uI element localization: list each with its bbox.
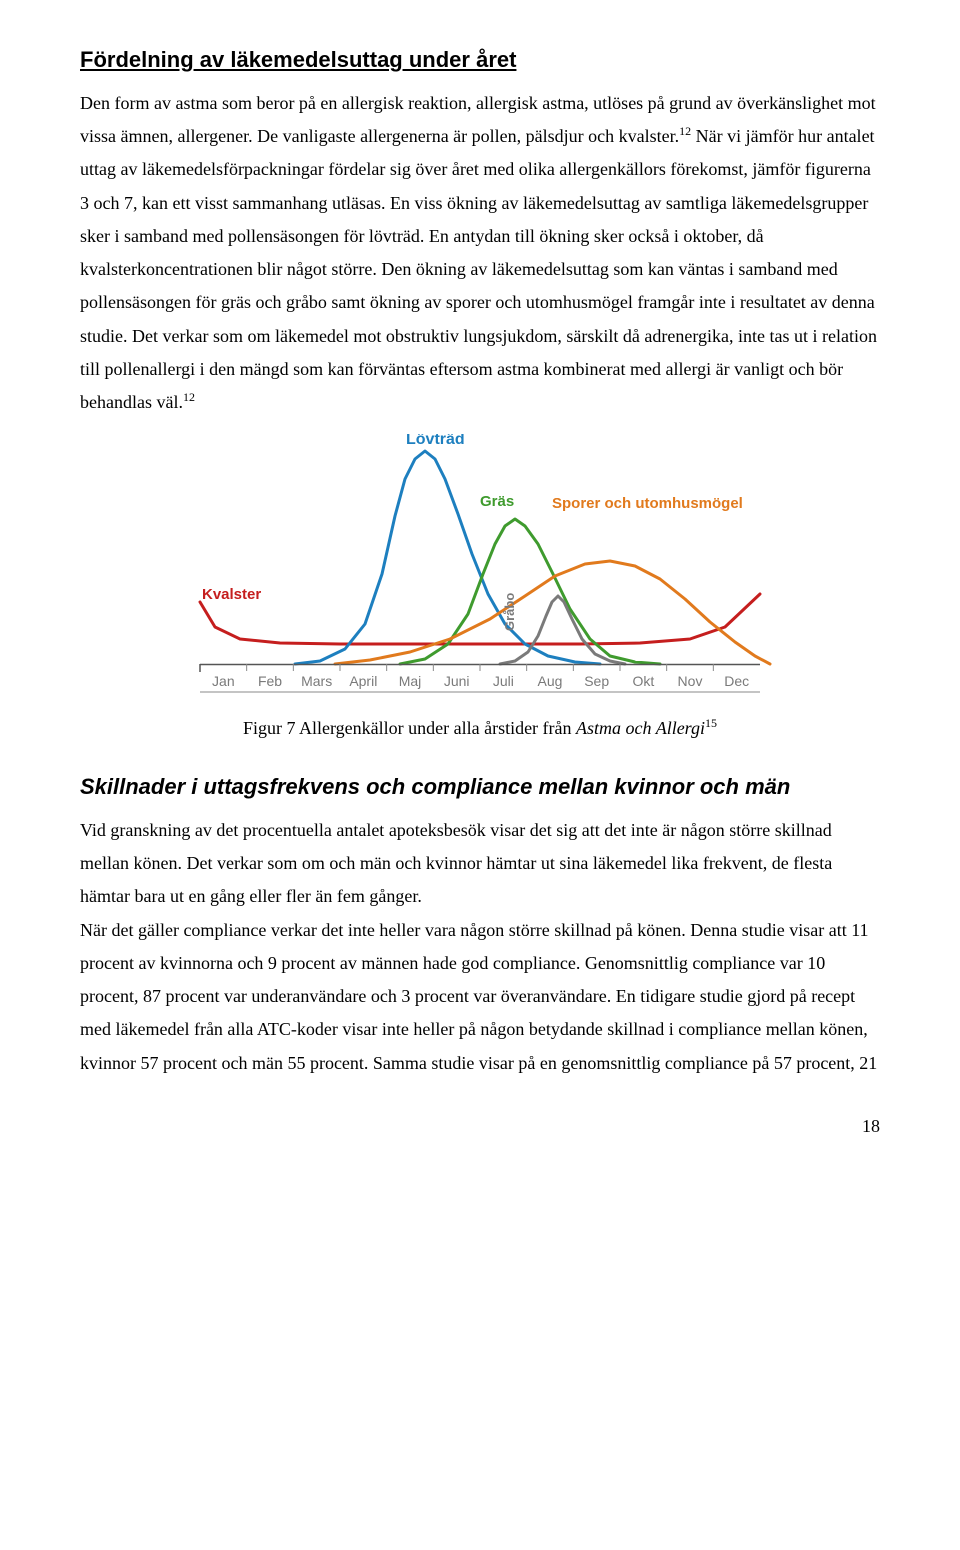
p1-footnote-1: 12	[679, 124, 691, 138]
figure-caption: Figur 7 Allergenkällor under alla årstid…	[80, 712, 880, 745]
p1-part-b: När vi jämför hur antalet uttag av läkem…	[80, 126, 877, 412]
paragraph-2: Vid granskning av det procentuella antal…	[80, 814, 880, 914]
allergen-chart-svg: Jan Feb Mars April Maj Juni Juli Aug Sep Okt Nov De…	[180, 434, 780, 704]
caption-footnote: 15	[705, 716, 717, 730]
caption-italic: Astma och Allergi	[576, 718, 705, 738]
svg-text:Aug: Aug	[538, 673, 563, 689]
svg-text:Sporer och utomhusmögel: Sporer och utomhusmögel	[552, 495, 743, 512]
svg-text:Gråbo: Gråbo	[502, 592, 517, 630]
paragraph-3: När det gäller compliance verkar det int…	[80, 914, 880, 1080]
svg-text:Gräs: Gräs	[480, 493, 514, 510]
page-number: 18	[80, 1110, 880, 1143]
allergen-chart: Jan Feb Mars April Maj Juni Juli Aug Sep Okt Nov De…	[180, 434, 780, 704]
paragraph-1: Den form av astma som beror på en allerg…	[80, 87, 880, 420]
svg-text:Kvalster: Kvalster	[202, 586, 261, 603]
svg-text:Sep: Sep	[584, 673, 609, 689]
svg-text:April: April	[349, 673, 377, 689]
svg-text:Jan: Jan	[212, 673, 235, 689]
section-heading-1: Fördelning av läkemedelsuttag under året	[80, 40, 880, 81]
svg-text:Feb: Feb	[258, 673, 282, 689]
svg-text:Maj: Maj	[399, 673, 422, 689]
section-heading-2: Skillnader i uttagsfrekvens och complian…	[80, 767, 880, 808]
svg-text:Lövträd: Lövträd	[406, 434, 465, 448]
caption-prefix: Figur 7 Allergenkällor under alla årstid…	[243, 718, 576, 738]
svg-text:Okt: Okt	[632, 673, 654, 689]
svg-text:Nov: Nov	[678, 673, 703, 689]
p1-footnote-2: 12	[183, 390, 195, 404]
svg-text:Mars: Mars	[301, 673, 332, 689]
svg-text:Dec: Dec	[724, 673, 749, 689]
svg-text:Juli: Juli	[493, 673, 514, 689]
svg-text:Juni: Juni	[444, 673, 470, 689]
